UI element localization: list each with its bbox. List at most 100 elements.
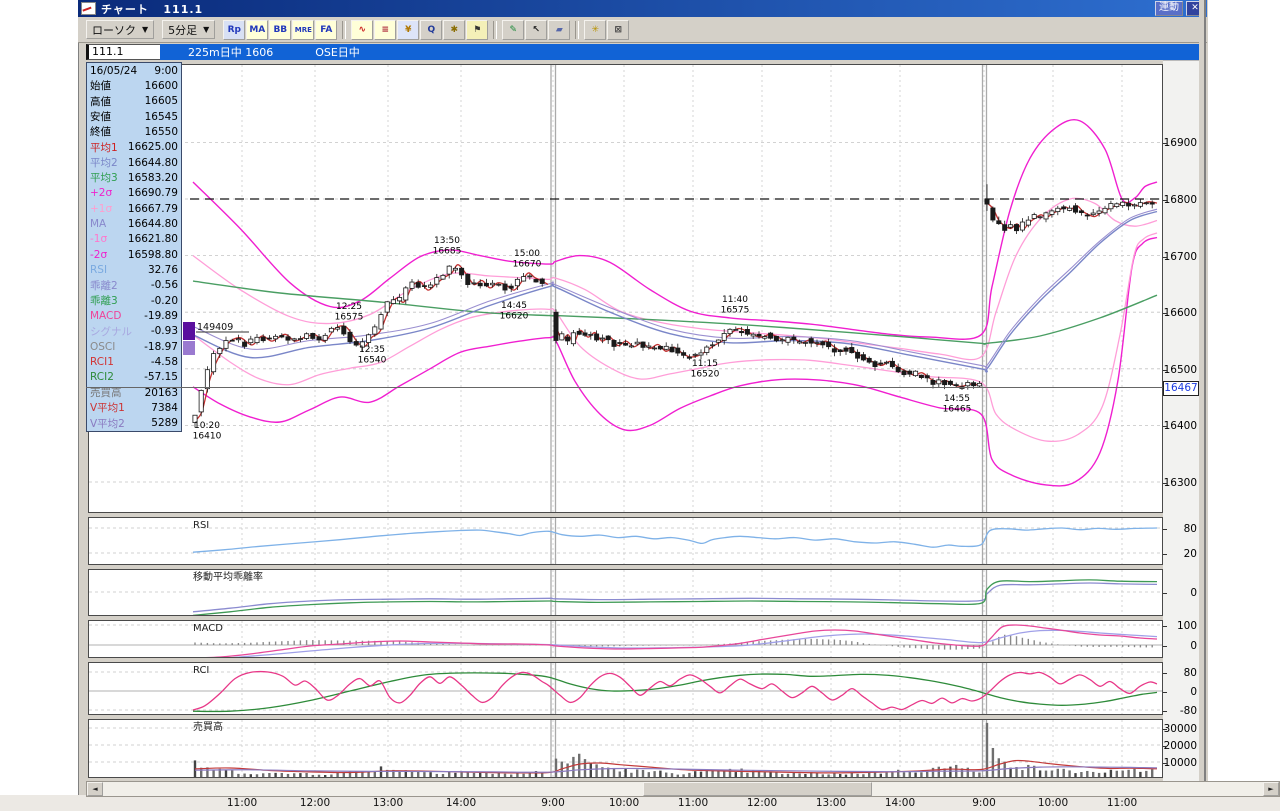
time-label: 12:00 (746, 797, 778, 809)
time-label: 11:00 (1106, 797, 1138, 809)
time-label: 9:00 (541, 797, 565, 809)
vol-panel-label: 売買高 (193, 720, 223, 733)
time-label: 11:00 (677, 797, 709, 809)
price-axis: 16900 16800 16700 16600 16500 16400 16300 80 20 0… (1163, 60, 1199, 783)
time-label: 12:00 (299, 797, 331, 809)
cursor-icon[interactable]: ↖ (525, 19, 548, 40)
rci-panel-label: RCI (193, 665, 209, 676)
axis-label: 0 (1190, 686, 1197, 698)
info-row: 売買高 20163 (90, 386, 178, 400)
magnifier-icon[interactable]: Q (420, 19, 443, 40)
chart-type-dropdown[interactable]: ローソク ▼ (86, 20, 155, 39)
vol-panel-series (193, 722, 1158, 777)
price-flag-icon[interactable]: ¥ (397, 19, 420, 40)
pencil-icon[interactable]: ✎ (502, 19, 525, 40)
scroll-right-icon[interactable]: ► (1263, 782, 1279, 796)
info-row: OSCI -18.97 (90, 340, 178, 353)
axis-label: 80 (1183, 523, 1197, 535)
ma-long-line (192, 280, 1158, 345)
scroll-left-icon[interactable]: ◄ (87, 782, 103, 796)
info-row: 平均2 16644.80 (90, 156, 178, 170)
info-row: 終値 16550 (90, 125, 178, 139)
timeframe-label: 5分足 (168, 23, 198, 37)
ruler-flag-icon[interactable]: ⚑ (466, 19, 489, 40)
gridlines (89, 64, 1162, 778)
gears-icon[interactable]: ✳ (584, 19, 607, 40)
time-label: 13:00 (815, 797, 847, 809)
axis-label: 16600 (1163, 307, 1197, 320)
info-row: RCI1 -4.58 (90, 355, 178, 368)
time-axis: 11:00 12:00 13:00 14:00 9:00 10:00 11:00 12:00 1… (0, 792, 1280, 811)
delete-drawing-icon[interactable]: ⊠ (607, 19, 630, 40)
info-row: 乖離2 -0.56 (90, 279, 178, 292)
time-label: 10:00 (1037, 797, 1069, 809)
bb-lower1-band (192, 232, 1158, 443)
info-row: 平均1 16625.00 (90, 141, 178, 154)
axis-label: 16700 (1163, 250, 1197, 263)
candle-zoom-icon[interactable]: ≡ (374, 19, 397, 40)
scrollbar-thumb[interactable] (643, 782, 872, 796)
quote-info-panel: 16/05/24 9:00 始値 16600 高値 16605 安値 16545 終値 16550… (86, 62, 182, 432)
contract-label: 225m日中 1606 (188, 46, 274, 59)
axis-label: 0 (1190, 587, 1197, 599)
info-row: RSI 32.76 (90, 263, 178, 276)
axis-label: 16900 (1163, 137, 1197, 150)
axis-label: 30000 (1163, 723, 1197, 735)
info-row: 安値 16545 (90, 110, 178, 124)
info-row: -2σ 16598.80 (90, 248, 178, 261)
app-chart-icon (81, 2, 96, 15)
link-toggle-button[interactable]: 連動 (1155, 1, 1183, 16)
mre-indicator-icon[interactable]: MRE (292, 19, 315, 40)
ma-indicator-icon[interactable]: MA (246, 19, 269, 40)
axis-label: 16300 (1163, 477, 1197, 489)
toolbar-separator (493, 20, 498, 39)
price-annotations: 10:20 16410 12:25 16575 12:35 16540 13:50 16685… (193, 236, 972, 442)
axis-label: 20000 (1163, 740, 1197, 752)
info-row: V平均2 5289 (90, 417, 178, 430)
axis-label: 0 (1190, 640, 1197, 652)
info-row: シグナル -0.93 (90, 325, 178, 338)
bb-upper2-band (192, 118, 1158, 340)
info-row: MA 16644.80 (90, 217, 178, 230)
axis-label: 100 (1176, 620, 1197, 632)
cumulative-volume-label: 149409 (197, 322, 233, 333)
fa-indicator-icon[interactable]: FA (315, 19, 338, 40)
bb-indicator-icon[interactable]: BB (269, 19, 292, 40)
horizontal-scrollbar[interactable]: ◄ ► (86, 781, 1280, 797)
macd-panel-label: MACD (193, 623, 223, 634)
ma-mid-line (192, 210, 1158, 373)
chevron-down-icon: ▼ (203, 25, 210, 34)
axis-label: -80 (1179, 705, 1197, 717)
position-marker-dark (183, 322, 195, 340)
rci-panel-series (192, 670, 1158, 713)
rsi-panel-series (192, 527, 1158, 553)
rsi-panel-label: RSI (193, 520, 209, 531)
chart-canvas[interactable]: 149409 10:20 16410 12:25 16575 12:35 16540 13:5… (88, 64, 1163, 778)
timeframe-dropdown[interactable]: 5分足 ▼ (162, 20, 216, 39)
symbol-input[interactable]: 111.1 (86, 44, 163, 60)
info-row: +2σ 16690.79 (90, 187, 178, 200)
time-label: 9:00 (972, 797, 996, 809)
info-row: 高値 16605 (90, 95, 178, 108)
info-row: RCI2 -57.15 (90, 371, 178, 384)
toolbar-separator (342, 20, 347, 39)
axis-label: 80 (1183, 667, 1197, 679)
dev-panel-label: 移動平均乖離率 (193, 570, 263, 583)
time-label: 14:00 (445, 797, 477, 809)
rp-indicator-icon[interactable]: Rp (223, 19, 246, 40)
title-bar: チャート 111.1 連動 ✕ (78, 0, 1207, 17)
gear-icon[interactable]: ✱ (443, 19, 466, 40)
eraser-icon[interactable]: ▰ (548, 19, 571, 40)
wave-chart-icon[interactable]: ∿ (351, 19, 374, 40)
axis-label: 16400 (1163, 420, 1197, 433)
info-row: V平均1 7384 (90, 401, 178, 415)
info-row: 16/05/24 9:00 (90, 64, 178, 77)
